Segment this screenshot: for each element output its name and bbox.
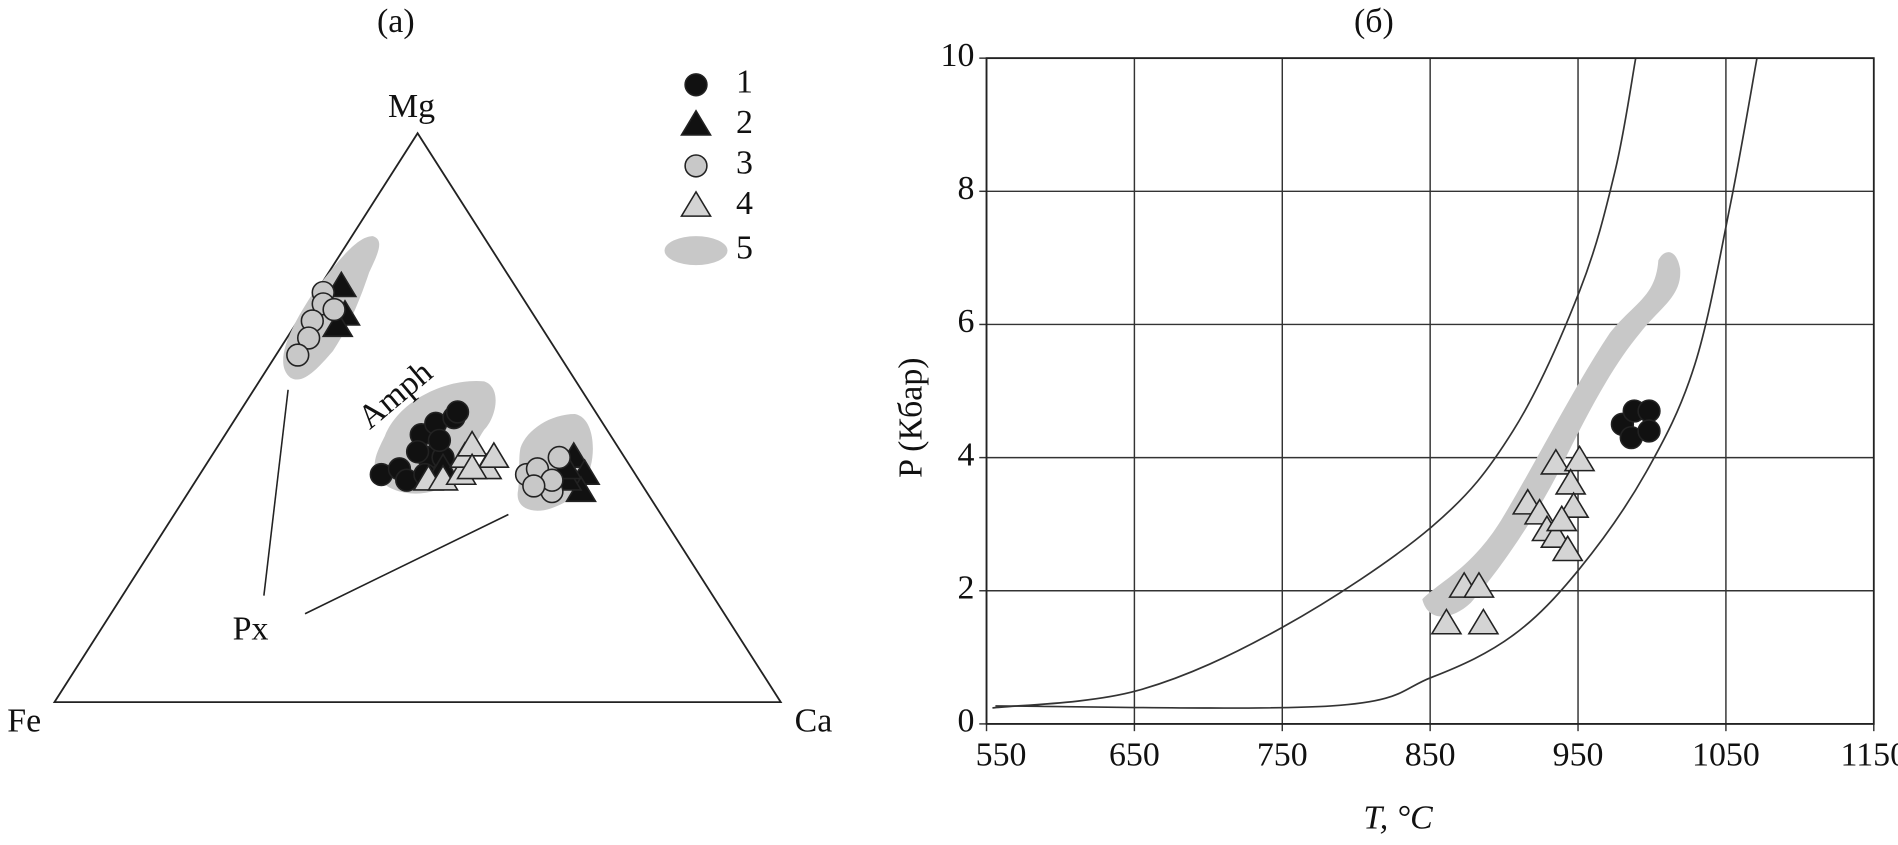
point xyxy=(680,109,712,136)
point xyxy=(1551,534,1584,562)
point xyxy=(1467,607,1500,635)
point xyxy=(684,73,708,97)
curve xyxy=(995,58,1758,709)
point xyxy=(322,297,346,322)
point xyxy=(427,428,452,453)
panel-title: (б) xyxy=(1354,3,1394,40)
point xyxy=(1539,448,1572,475)
point xyxy=(680,190,712,217)
point xyxy=(296,326,321,350)
point xyxy=(1463,571,1495,598)
marks xyxy=(992,57,1758,709)
y-tick-label: 0 xyxy=(957,703,974,740)
x-tick-label: 950 xyxy=(1553,737,1604,774)
tie-line xyxy=(263,389,289,596)
curve xyxy=(992,57,1637,709)
vertex-label: Fe xyxy=(7,703,41,740)
y-tick-label: 6 xyxy=(957,303,974,340)
x-tick-label: 550 xyxy=(976,737,1027,774)
legend-label: 3 xyxy=(736,145,753,182)
x-tick-label: 650 xyxy=(1109,737,1160,774)
point xyxy=(547,445,571,470)
field xyxy=(1422,252,1681,617)
marks xyxy=(286,270,601,504)
point xyxy=(1563,444,1596,472)
field-label: Px xyxy=(233,611,269,648)
point xyxy=(522,474,546,498)
point xyxy=(1637,399,1661,423)
point xyxy=(445,400,470,424)
y-axis-title: P (Кбар) xyxy=(893,357,930,477)
legend-label: 5 xyxy=(736,229,753,266)
x-tick-label: 1050 xyxy=(1692,737,1760,774)
field xyxy=(664,236,728,266)
x-tick-label: 750 xyxy=(1257,737,1308,774)
point xyxy=(477,441,510,468)
legend: 12 34 5 xyxy=(664,64,753,266)
point xyxy=(1637,419,1661,443)
legend-label: 4 xyxy=(736,185,753,222)
vertex-label: Mg xyxy=(388,88,435,125)
y-tick-label: 8 xyxy=(957,170,974,207)
point xyxy=(286,343,310,367)
legend-label: 1 xyxy=(736,64,753,101)
y-tick-label: 2 xyxy=(957,570,974,607)
point xyxy=(1545,504,1578,532)
point xyxy=(1554,468,1587,495)
x-axis-title: T, °C xyxy=(1363,800,1433,837)
point xyxy=(1557,491,1590,519)
y-tick-label: 4 xyxy=(957,436,974,473)
point xyxy=(321,310,354,338)
point xyxy=(1430,607,1463,635)
vertex-label: Ca xyxy=(795,703,833,740)
y-tick-label: 10 xyxy=(941,37,975,74)
ternary-frame xyxy=(52,131,783,704)
point xyxy=(684,154,708,178)
point xyxy=(456,452,488,480)
x-tick-label: 850 xyxy=(1405,737,1456,774)
tie-line xyxy=(304,513,509,615)
plot-frame xyxy=(985,57,1875,725)
panel-title: (a) xyxy=(377,3,415,40)
legend-label: 2 xyxy=(736,104,753,141)
point xyxy=(1539,521,1572,548)
point xyxy=(405,440,430,464)
